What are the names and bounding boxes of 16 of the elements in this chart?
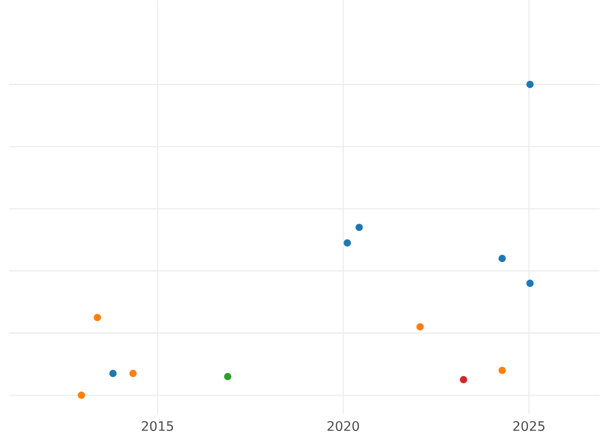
point xyxy=(526,279,534,287)
point xyxy=(498,254,506,262)
point xyxy=(526,80,534,88)
point xyxy=(344,239,351,246)
point xyxy=(498,366,506,374)
point xyxy=(460,376,468,384)
x-tick-label: 2020 xyxy=(328,420,359,431)
point xyxy=(356,224,363,231)
x-tick-label: 2015 xyxy=(142,420,174,431)
point xyxy=(416,322,424,330)
x-tick-label: 2025 xyxy=(513,420,544,431)
point xyxy=(129,370,137,377)
point xyxy=(224,372,232,380)
point xyxy=(94,314,102,321)
point xyxy=(109,370,117,377)
point xyxy=(78,391,86,399)
